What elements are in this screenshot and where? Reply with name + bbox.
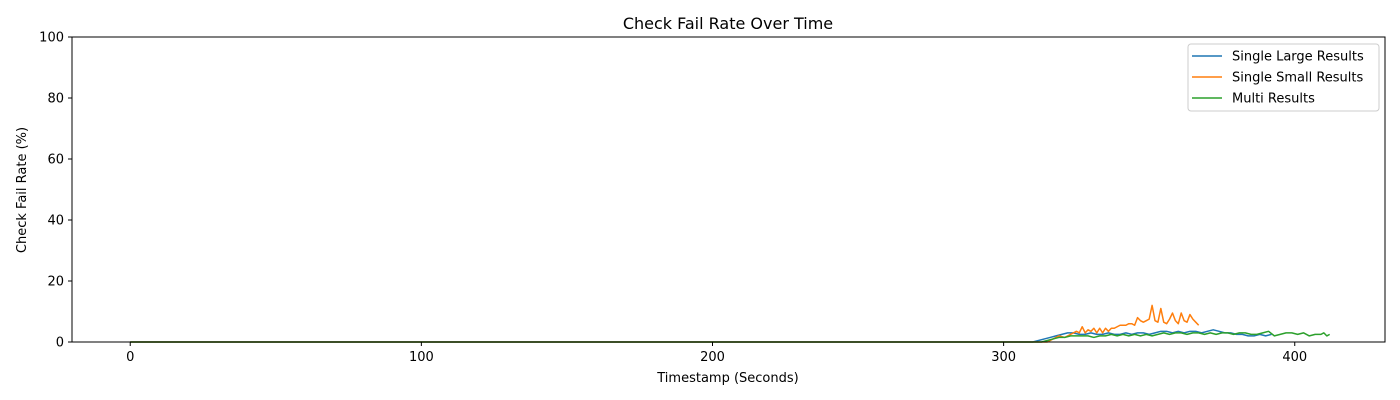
legend-label: Multi Results xyxy=(1232,92,1315,107)
legend-box xyxy=(1187,43,1380,112)
x-axis-label: Timestamp (Seconds) xyxy=(656,371,798,386)
legend-label: Single Large Results xyxy=(1232,50,1364,65)
y-tick-label: 100 xyxy=(39,31,64,46)
y-tick-label: 40 xyxy=(47,214,64,229)
legend-label: Single Small Results xyxy=(1232,71,1364,86)
x-tick-label: 100 xyxy=(409,350,434,365)
y-tick-label: 0 xyxy=(56,336,64,351)
y-tick-label: 60 xyxy=(47,153,64,168)
plot-frame xyxy=(71,36,1386,343)
y-tick-label: 20 xyxy=(47,275,64,290)
legend: Single Large Results Single Small Results… xyxy=(1187,43,1380,112)
series-line-1 xyxy=(130,304,1200,343)
plot-lines xyxy=(130,304,1331,343)
x-tick-label: 0 xyxy=(126,350,134,365)
y-axis: 0 20 40 60 80 100 xyxy=(39,31,72,351)
y-tick-label: 80 xyxy=(47,92,64,107)
y-axis-label: Check Fail Rate (%) xyxy=(15,127,30,253)
x-axis: 0 100 200 300 400 xyxy=(126,342,1307,365)
chart-title: Check Fail Rate Over Time xyxy=(623,14,833,33)
x-tick-label: 400 xyxy=(1282,350,1307,365)
x-tick-label: 200 xyxy=(700,350,725,365)
series-line-2 xyxy=(130,330,1331,343)
x-tick-label: 300 xyxy=(991,350,1016,365)
